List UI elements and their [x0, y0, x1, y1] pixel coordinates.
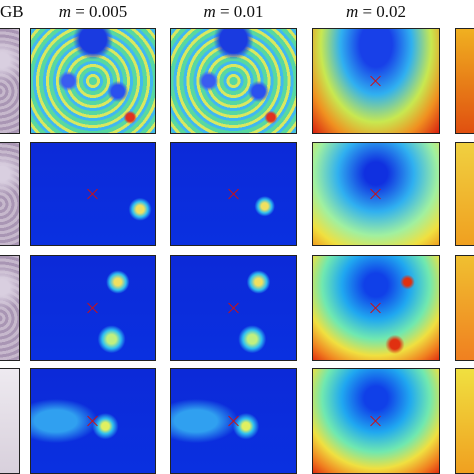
heatmap-panel: [455, 368, 474, 474]
heatmap-panel: [455, 28, 474, 134]
column-header: m = 0.02: [312, 2, 440, 22]
heatmap-panel: [0, 255, 20, 361]
heatmap-panel: [312, 28, 440, 134]
heatmap-panel: [0, 28, 20, 134]
heatmap-panel: [30, 255, 156, 361]
center-marker: [228, 188, 240, 200]
value: = 0.005: [70, 2, 128, 21]
heatmap-panel: [170, 368, 297, 474]
center-marker: [228, 302, 240, 314]
center-marker: [370, 302, 382, 314]
value: = 0.02: [358, 2, 407, 21]
center-marker: [370, 75, 382, 87]
heatmap-panel: [312, 142, 440, 246]
heatmap-panel: [30, 368, 156, 474]
heatmap-panel: [30, 28, 156, 134]
heatmap-panel: [0, 142, 20, 246]
column-header: m = 0.01: [170, 2, 297, 22]
variable: m: [203, 2, 216, 21]
heatmap-panel: [170, 255, 297, 361]
center-marker: [228, 415, 240, 427]
heatmap-panel: [455, 255, 474, 361]
center-marker: [87, 302, 99, 314]
heatmap-panel: [170, 142, 297, 246]
center-marker: [370, 415, 382, 427]
heatmap-panel: [312, 255, 440, 361]
heatmap-panel: [0, 368, 20, 474]
variable: m: [345, 2, 359, 21]
center-marker: [87, 415, 99, 427]
heatmap-panel: [30, 142, 156, 246]
heatmap-panel: [170, 28, 297, 134]
center-marker: [370, 188, 382, 200]
value: = 0.01: [215, 2, 264, 21]
variable: m: [58, 2, 71, 21]
center-marker: [87, 188, 99, 200]
heatmap-panel: [455, 142, 474, 246]
heatmap-panel: [312, 368, 440, 474]
column-header: GB: [0, 2, 24, 21]
column-header: m = 0.005: [30, 2, 156, 22]
